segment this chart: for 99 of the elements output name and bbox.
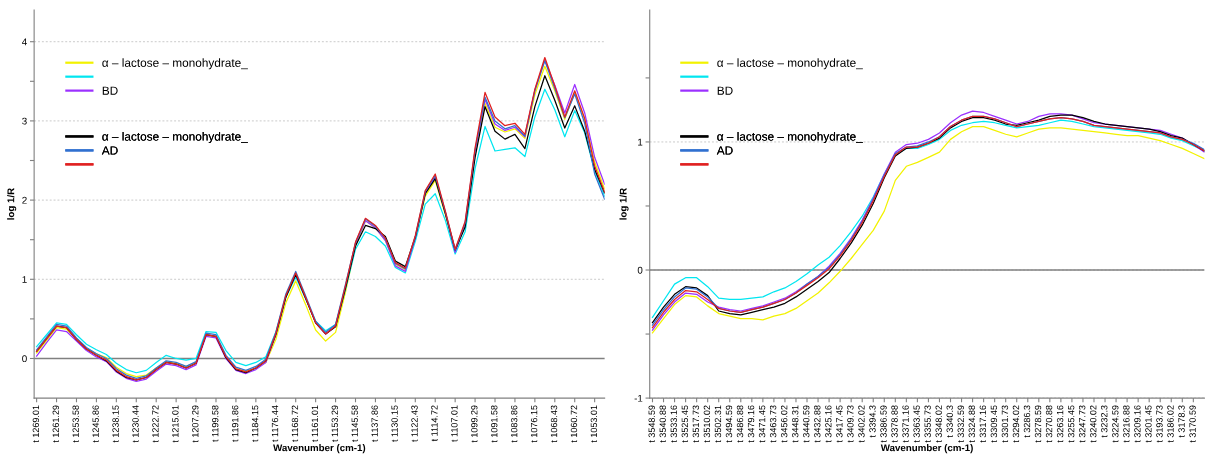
- x-tick-label: t 3448.31: [792, 405, 799, 443]
- x-tick-label: t 3456.02: [780, 405, 788, 443]
- legend-label: α – lactose – monohydrate_: [102, 132, 248, 144]
- x-tick-label: t 3533.16: [670, 405, 677, 443]
- x-tick-label: t 1253.58: [72, 405, 79, 443]
- y-tick-label: 0: [22, 355, 27, 363]
- x-tick-label: t 3517.73: [692, 405, 700, 443]
- x-tick-label: t 3286.3: [1023, 405, 1031, 438]
- legend-label: α – lactose – monohydrate_: [717, 132, 863, 144]
- x-tick-label: t 3479.16: [747, 405, 755, 443]
- x-tick-label: t 3201.45: [1145, 405, 1152, 443]
- x-tick-label: t 3247.73: [1078, 405, 1086, 443]
- y-axis-title: log 1/R: [7, 188, 17, 220]
- x-tick-label: t 3548.59: [648, 405, 655, 443]
- x-tick-label: t 1168.72: [291, 405, 299, 442]
- x-tick-label: t 1099.29: [471, 405, 478, 443]
- x-tick-label: t 3255.45: [1067, 405, 1075, 443]
- x-tick-label: t 3402.02: [858, 405, 865, 443]
- x-tick-label: t 3432.88: [814, 405, 821, 443]
- x-tick-label: t 3355.73: [924, 405, 931, 443]
- x-tick-label: t 1215.01: [172, 405, 179, 443]
- x-tick-label: t 3216.88: [1123, 405, 1130, 443]
- x-tick-label: t 3348.02: [935, 405, 942, 443]
- x-tick-label: t 1261.29: [52, 405, 59, 443]
- x-tick-label: t 3186.02: [1167, 405, 1174, 443]
- legend-label: AD: [101, 146, 118, 155]
- x-tick-label: t 1269.01: [32, 405, 40, 443]
- y-tick-label: 0: [637, 266, 643, 274]
- x-tick-label: t 1222.72: [152, 405, 159, 443]
- x-tick-label: t 1184.15: [251, 405, 259, 442]
- x-tick-label: t 3263.16: [1056, 405, 1064, 443]
- x-tick-label: t 1083.86: [510, 405, 518, 443]
- x-tick-label: t 3540.88: [659, 405, 666, 443]
- x-tick-label: t 1076.15: [530, 405, 538, 443]
- y-tick-label: 1: [638, 138, 643, 146]
- x-tick-label: t 3471.45: [758, 405, 766, 443]
- legend-label: BD: [717, 86, 733, 95]
- x-tick-label: t 1153.29: [331, 405, 338, 442]
- x-tick-label: t 1122.43: [411, 405, 418, 442]
- y-tick-label: -1: [634, 394, 643, 402]
- y-tick-label: 2: [22, 196, 27, 204]
- x-tick-label: t 3232.3: [1101, 405, 1108, 438]
- x-tick-label: t 3486.88: [736, 405, 744, 443]
- x-tick-label: t 3510.02: [703, 405, 711, 443]
- x-tick-label: t 3170.59: [1189, 405, 1196, 443]
- legend-label: α – lactose – monohydrate_: [717, 58, 863, 70]
- x-tick-label: t 1230.44: [132, 405, 139, 443]
- x-tick-label: t 3209.16: [1134, 405, 1141, 443]
- x-tick-label: t 3301.73: [1001, 405, 1009, 443]
- x-tick-label: t 3525.45: [681, 405, 689, 443]
- x-tick-label: t 3394.3: [869, 405, 876, 438]
- x-tick-label: t 3363.45: [913, 405, 920, 443]
- y-axis-title: log 1/R: [619, 188, 629, 220]
- x-tick-label: t 3324.88: [968, 405, 975, 443]
- x-tick-label: t 3278.59: [1034, 405, 1042, 443]
- x-tick-label: t 1161.01: [311, 405, 319, 442]
- x-tick-label: t 1176.44: [271, 405, 279, 442]
- x-tick-label: t 3178.3: [1178, 405, 1185, 438]
- legend-label: BD: [102, 86, 118, 95]
- x-tick-label: t 3463.73: [769, 405, 777, 443]
- x-tick-label: t 3294.02: [1012, 405, 1020, 443]
- y-tick-label: 3: [22, 117, 27, 125]
- x-axis-title: Wavenumber (cm-1): [880, 444, 973, 454]
- x-tick-label: t 3494.59: [725, 405, 733, 443]
- x-tick-label: t 1238.15: [112, 405, 119, 443]
- x-tick-label: t 1130.15: [391, 405, 398, 442]
- x-tick-label: t 3309.45: [990, 405, 998, 443]
- x-tick-label: t 1107.01: [451, 405, 458, 442]
- x-tick-label: t 3224.59: [1112, 405, 1119, 443]
- x-tick-label: t 1199.58: [212, 405, 219, 442]
- x-tick-label: t 1191.86: [231, 405, 239, 442]
- x-tick-label: t 1114.72: [431, 405, 438, 442]
- y-tick-label: 1: [22, 276, 27, 283]
- legend-label: α – lactose – monohydrate_: [102, 58, 248, 70]
- x-tick-label: t 3270.88: [1045, 405, 1053, 443]
- x-tick-label: t 3378.88: [891, 405, 898, 443]
- y-tick-label: 4: [22, 38, 27, 46]
- x-tick-label: t 3425.16: [825, 405, 832, 443]
- x-tick-label: t 3440.59: [803, 405, 810, 443]
- x-tick-label: t 3386.59: [880, 405, 887, 443]
- x-tick-label: t 1145.58: [351, 405, 358, 442]
- x-tick-label: t 3340.3: [946, 405, 953, 438]
- x-tick-label: t 1137.86: [371, 405, 378, 442]
- legend-label: AD: [716, 146, 733, 155]
- x-tick-label: t 1060.72: [570, 405, 578, 443]
- x-tick-label: t 3193.73: [1156, 405, 1163, 443]
- x-tick-label: t 1207.29: [192, 405, 199, 443]
- x-tick-label: t 3417.45: [836, 405, 843, 443]
- x-tick-label: t 1091.58: [491, 405, 498, 443]
- x-tick-label: t 3371.16: [902, 405, 909, 443]
- x-tick-label: t 1068.43: [550, 405, 558, 443]
- x-tick-label: t 3240.02: [1090, 405, 1097, 443]
- x-axis-title: Wavenumber (cm-1): [273, 444, 366, 454]
- x-tick-label: t 1053.01: [590, 405, 598, 443]
- x-tick-label: t 3332.59: [957, 405, 964, 443]
- x-tick-label: t 3317.16: [979, 405, 987, 443]
- x-tick-label: t 3502.31: [714, 405, 722, 443]
- x-tick-label: t 3409.73: [847, 405, 854, 443]
- x-tick-label: t 1245.86: [92, 405, 99, 443]
